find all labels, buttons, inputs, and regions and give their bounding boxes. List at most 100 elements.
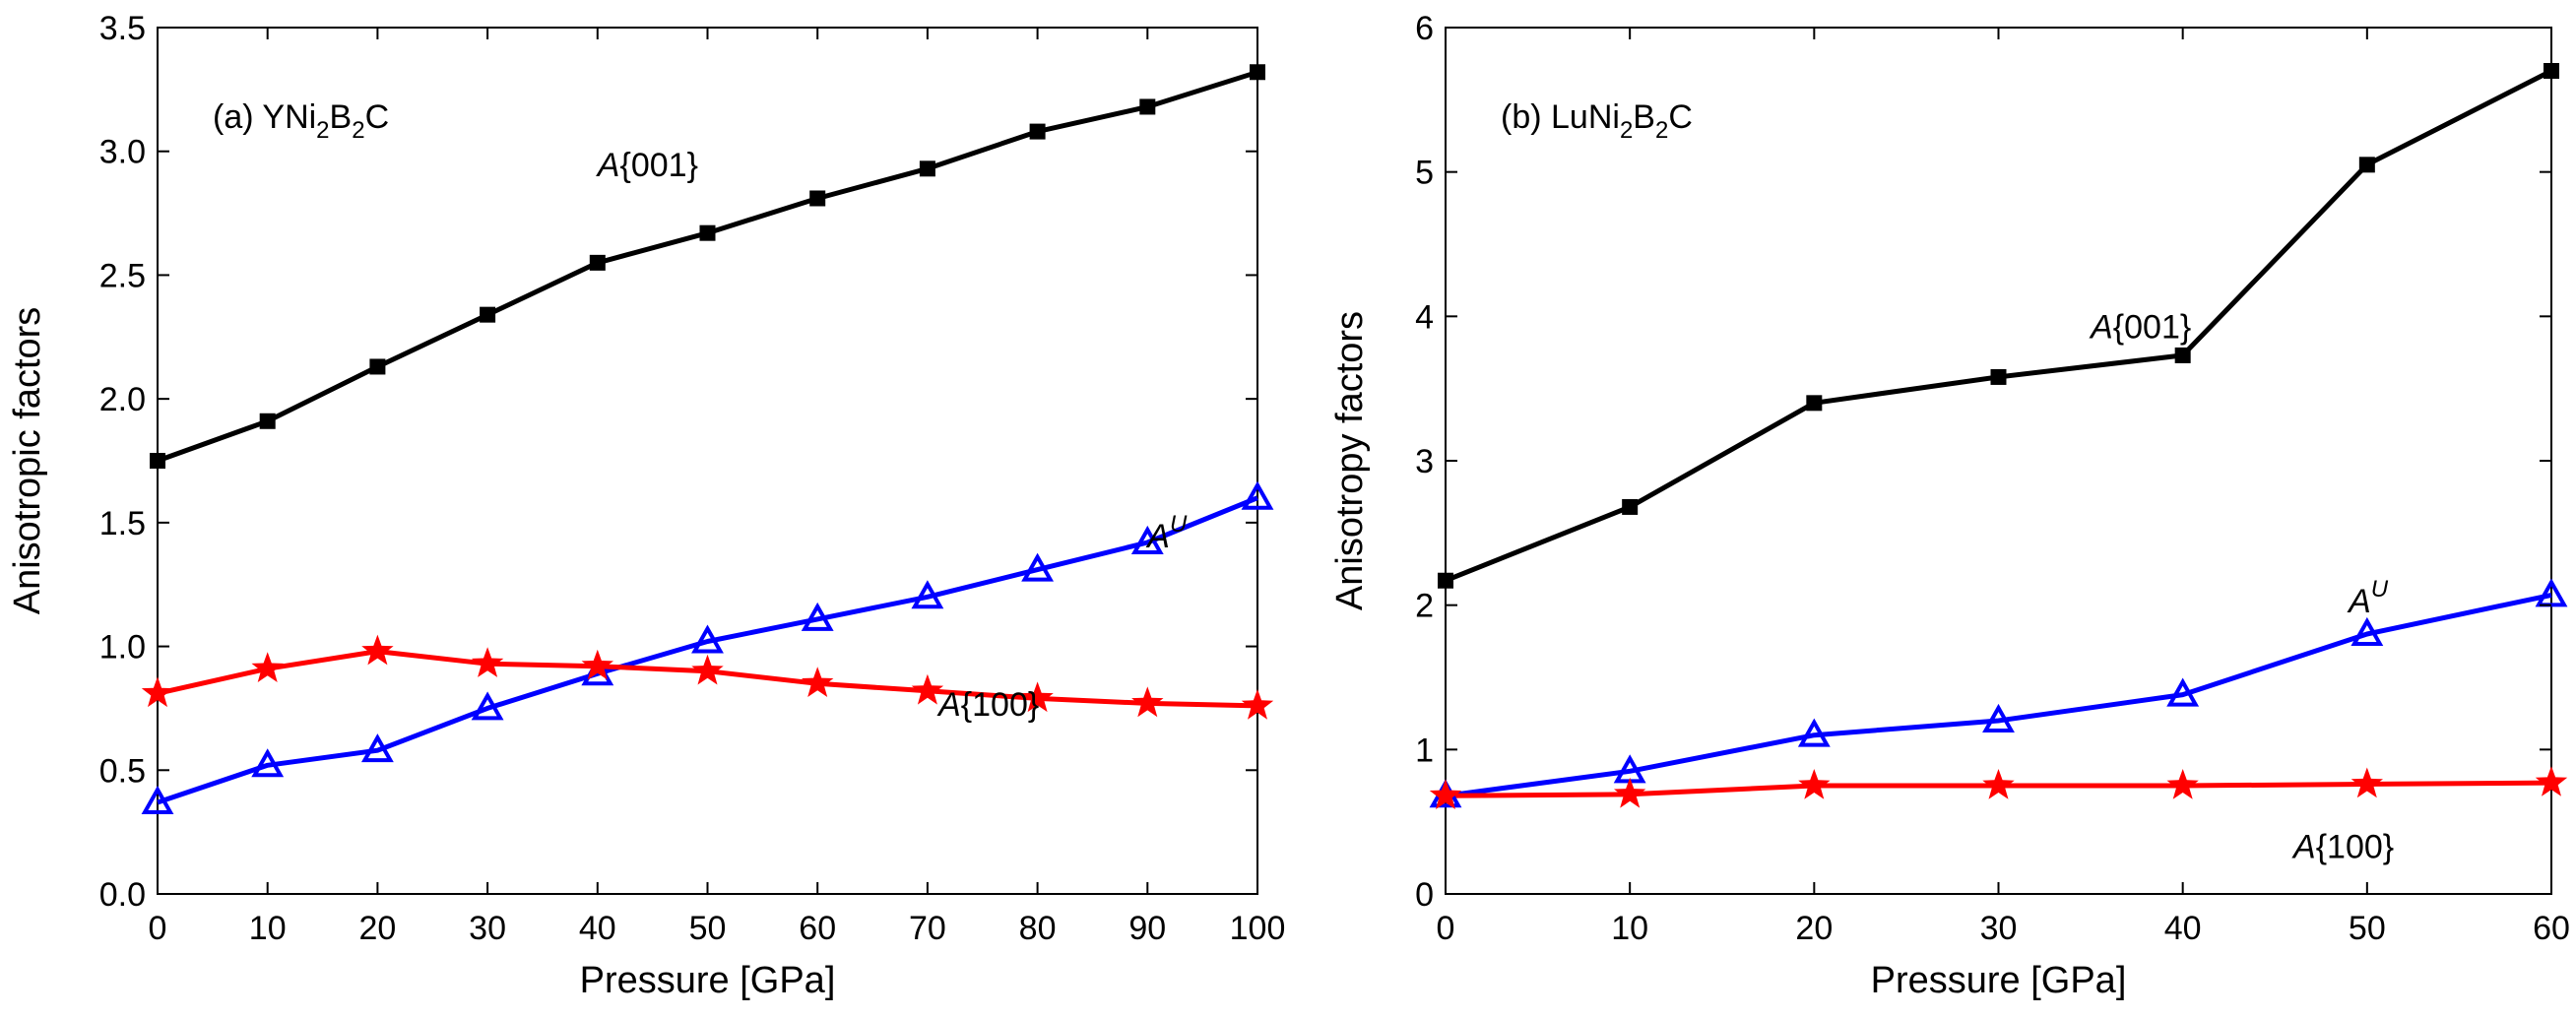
y-tick-label: 2.5	[99, 257, 146, 294]
data-point-star	[251, 652, 284, 682]
series-label-base: A	[2089, 308, 2113, 346]
series-label-rest: {001}	[619, 147, 697, 184]
series-label-rest: {100}	[961, 686, 1039, 724]
data-point-square	[589, 254, 606, 271]
data-point-star	[1131, 686, 1164, 718]
x-tick-label: 50	[2349, 910, 2386, 947]
series-line	[157, 495, 1258, 805]
data-point-triangle	[801, 602, 834, 631]
data-point-star	[471, 647, 504, 677]
series-lines-a	[157, 69, 1258, 805]
data-point-star	[1982, 769, 2015, 799]
x-tick-label: 30	[469, 910, 506, 947]
x-tick-label: 60	[799, 910, 836, 947]
x-tick-label: 80	[1019, 910, 1057, 947]
series-label-sup: U	[1170, 511, 1188, 538]
data-point-square	[919, 160, 935, 177]
x-axis-label-a: Pressure [GPa]	[580, 960, 836, 1001]
x-tick-label: 20	[1795, 910, 1833, 947]
panel-annotation-a: (a) YNi2B2C	[213, 98, 389, 144]
series-line	[1445, 68, 2553, 584]
series-label-sup: U	[2371, 576, 2389, 603]
data-point-square	[1622, 498, 1639, 515]
data-point-square	[150, 453, 165, 469]
data-point-triangle	[1021, 552, 1055, 582]
annotation-sub2-b: 2	[1655, 117, 1668, 144]
data-point-triangle	[1130, 525, 1164, 554]
data-point-star	[1798, 769, 1831, 799]
y-axis-label-a: Anisotropic factors	[7, 307, 48, 615]
x-tick-label: 40	[2164, 910, 2202, 947]
data-point-star	[2535, 766, 2568, 796]
y-tick-label: 0.5	[99, 752, 146, 790]
data-point-star	[141, 676, 174, 708]
annotation-prefix-a: (a) YNi	[213, 98, 316, 136]
series-label-a-u: AU	[1145, 511, 1188, 555]
data-point-triangle	[251, 748, 285, 778]
data-point-triangle	[691, 624, 724, 654]
data-point-star	[1429, 779, 1462, 809]
plot-frame-a	[157, 27, 1258, 895]
annotation-prefix-b: (b) LuNi	[1501, 98, 1620, 136]
data-point-square	[2358, 157, 2375, 173]
series-label-base: A	[1145, 518, 1170, 555]
data-point-triangle	[1797, 718, 1831, 747]
y-tick-label: 1.5	[99, 505, 146, 542]
annotation-sub1-a: 2	[316, 117, 329, 144]
data-point-star	[2166, 769, 2199, 799]
y-tick-label: 0	[1415, 876, 1434, 914]
y-tick-label: 4	[1415, 298, 1434, 336]
annotation-sub1-b: 2	[1620, 117, 1633, 144]
series-label-a-100: A{100}	[936, 686, 1039, 724]
data-point-square	[480, 306, 496, 323]
series-label-base: A	[2347, 583, 2371, 620]
data-point-square	[1139, 98, 1156, 115]
y-ticks-a: 0.0 0.5 1.0 1.5 2.0 2.5 3.0 3.5	[99, 10, 1257, 914]
y-tick-label: 6	[1415, 10, 1434, 47]
series-label-base: A	[936, 686, 961, 724]
y-ticks-b: 0 1 2 3 4 5 6	[1415, 10, 2551, 914]
series-lines-b	[1445, 68, 2553, 798]
annotation-suffix-a: C	[365, 98, 390, 136]
annotation-mid-b: B	[1633, 98, 1655, 136]
y-tick-label: 3	[1415, 443, 1434, 480]
data-point-square	[1990, 368, 2007, 385]
x-tick-label: 50	[689, 910, 727, 947]
y-axis-label-b: Anisotropy factors	[1329, 311, 1371, 610]
y-tick-label: 1.0	[99, 629, 146, 667]
x-tick-label: 60	[2533, 910, 2570, 947]
series-label-b-100: A{100}	[2291, 828, 2394, 865]
data-point-square	[699, 224, 716, 241]
panel-annotation-b: (b) LuNi2B2C	[1501, 98, 1693, 144]
data-point-star	[1241, 688, 1274, 720]
data-point-star	[691, 654, 724, 685]
data-point-square	[2544, 63, 2559, 79]
y-tick-label: 2	[1415, 588, 1434, 625]
series-label-b-001: A{001}	[2089, 308, 2191, 346]
data-point-triangle	[1241, 480, 1274, 510]
annotation-sub2-a: 2	[352, 117, 364, 144]
series-label-rest: {100}	[2316, 828, 2394, 865]
x-tick-label: 0	[149, 910, 167, 947]
series-line	[1445, 592, 2552, 798]
x-tick-label: 0	[1437, 910, 1455, 947]
y-tick-label: 3.0	[99, 134, 146, 171]
series-label-rest: {001}	[2113, 308, 2191, 346]
y-tick-label: 5	[1415, 155, 1434, 192]
x-tick-label: 30	[1980, 910, 2018, 947]
data-point-triangle	[471, 691, 504, 721]
x-ticks-a: 0 10 20 30 40 50 60 70 80 90 100	[149, 28, 1285, 947]
data-point-square	[259, 413, 276, 429]
data-point-star	[581, 649, 613, 680]
data-point-triangle	[2166, 677, 2200, 707]
data-point-square	[809, 190, 826, 207]
x-tick-label: 10	[249, 910, 287, 947]
data-point-square	[1029, 123, 1046, 140]
data-point-square	[2174, 347, 2191, 363]
chart-a: 0 10 20 30 40 50 60 70 80 90 100 0.0 0.5 1.0 1.5 2.0 2.…	[7, 10, 1285, 1001]
series-label-b-u: AU	[2347, 576, 2389, 620]
series-label-base: A	[596, 147, 620, 184]
y-tick-label: 2.0	[99, 381, 146, 418]
x-ticks-b: 0 10 20 30 40 50 60	[1437, 28, 2570, 947]
